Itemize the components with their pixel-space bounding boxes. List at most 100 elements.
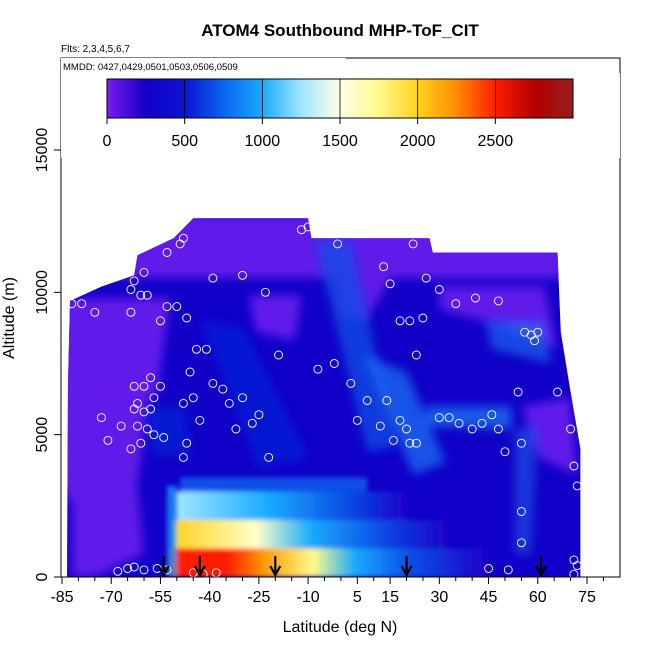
flight-arrow [193, 556, 206, 577]
observation-point [493, 424, 503, 434]
flight-arrow-head [157, 565, 170, 577]
mid-troposphere-band [363, 354, 446, 475]
observation-point [182, 313, 192, 323]
plume-layer-2 [173, 520, 450, 549]
observation-point [395, 316, 405, 326]
colorbar-tick-label: 1000 [245, 133, 281, 150]
observation-point [133, 421, 142, 431]
observation-point [329, 359, 339, 368]
observation-point [379, 262, 389, 272]
x-tick-label: 5 [353, 589, 362, 606]
x-tick-label: -85 [50, 589, 73, 606]
observation-point [520, 327, 530, 337]
observation-point [493, 296, 503, 306]
observation-point [146, 373, 156, 383]
observation-point [178, 398, 188, 408]
observation-point [395, 415, 405, 425]
mid-troposphere-band [485, 320, 551, 364]
observation-point [149, 236, 159, 246]
observation-point [178, 452, 188, 462]
x-tick-label: 60 [529, 589, 547, 606]
observation-point [467, 424, 477, 434]
observation-point [411, 350, 421, 360]
observation-point [208, 273, 218, 283]
x-tick-label: 45 [480, 589, 498, 606]
observation-point [553, 387, 562, 397]
x-tick-label: -25 [247, 589, 270, 606]
observation-point [516, 538, 526, 548]
mid-troposphere-band [199, 320, 309, 469]
observation-point [418, 313, 428, 323]
observation-point [516, 438, 526, 448]
observation-point [303, 222, 313, 232]
observation-point [178, 233, 188, 243]
x-axis-label: Latitude (deg N) [283, 619, 398, 636]
observation-point [375, 421, 385, 431]
flight-arrows [157, 556, 548, 577]
flights-note: Flts: 2,3,4,5,6,7 [61, 44, 130, 55]
observation-point [533, 327, 543, 337]
observation-point [313, 364, 323, 374]
y-tick-label: 5000 [34, 417, 51, 453]
observation-point [434, 285, 444, 294]
purple-region [67, 389, 151, 506]
observation-point [388, 435, 398, 445]
observation-point [238, 393, 247, 403]
plume-layer-3 [176, 491, 407, 521]
observation-point [231, 424, 241, 434]
observation-point [113, 566, 123, 576]
y-axis-label: Altitude (m) [1, 277, 18, 359]
observation-point [149, 430, 159, 440]
observation-point [126, 285, 136, 294]
observation-point [195, 415, 205, 425]
colorbar-tick-label: 500 [171, 133, 198, 150]
observation-point [333, 239, 343, 249]
observation-points [67, 222, 582, 577]
observation-point [516, 507, 526, 516]
x-tick-label: 15 [381, 589, 399, 606]
observation-point [126, 444, 136, 454]
observation-point [146, 404, 156, 414]
x-axis: -85 -70 -55 -40 -25 -10 5 15 30 45 60 75 [50, 577, 604, 606]
observation-point [129, 404, 139, 414]
colorbar-ticks: 0 500 1000 1500 2000 2500 [103, 79, 513, 150]
observation-point [503, 565, 513, 575]
observation-point [162, 302, 172, 312]
observation-point [77, 299, 87, 309]
observation-point [405, 438, 415, 448]
observation-point [385, 279, 395, 289]
flight-arrow [157, 556, 170, 577]
observation-point [116, 421, 126, 431]
observation-point [208, 378, 218, 388]
observation-point [572, 561, 582, 571]
observation-point [142, 290, 152, 300]
observation-point [103, 435, 113, 445]
flight-arrow [269, 556, 282, 577]
observation-point [129, 276, 139, 286]
observation-point [362, 396, 372, 405]
flight-arrow [535, 556, 548, 577]
observation-point [123, 564, 133, 573]
observation-point [182, 438, 192, 448]
observation-point [569, 569, 579, 577]
observation-point [454, 418, 464, 428]
observation-point [513, 387, 523, 397]
purple-region [67, 218, 565, 279]
observation-point [247, 418, 257, 428]
observation-point [155, 381, 165, 391]
observation-point [224, 398, 234, 408]
observation-point [172, 302, 182, 312]
observation-point [201, 344, 211, 354]
dates-note: MMDD: 0427,0429,0501,0503,0506,0509 [63, 62, 238, 73]
observation-point [408, 239, 418, 249]
mid-troposphere-band [314, 241, 397, 452]
observation-point [500, 447, 510, 457]
observation-point [346, 378, 356, 388]
observation-point [434, 413, 444, 423]
observation-point [572, 481, 582, 491]
observation-point [155, 316, 165, 326]
plume-layer-1 [170, 548, 489, 577]
x-tick-label: 75 [578, 589, 596, 606]
